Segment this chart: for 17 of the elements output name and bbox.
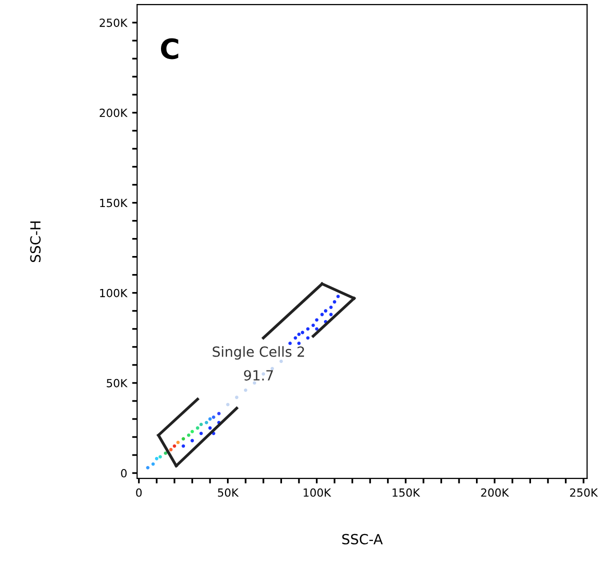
y-tick-label: 250K xyxy=(100,18,128,27)
annotation: Single Cells 2 xyxy=(212,346,304,360)
y-tick-label: 150K xyxy=(100,198,128,208)
x-tick-label: 200K xyxy=(481,488,510,497)
y-tick-label: 50K xyxy=(106,378,128,388)
x-tick-label: 50K xyxy=(218,488,239,497)
y-axis-title: SSC-H xyxy=(30,221,41,262)
y-tick-label: 0 xyxy=(121,469,127,478)
x-tick-label: 150K xyxy=(392,488,420,497)
x-axis-title: SSC-A xyxy=(342,534,383,544)
annotation: 91.7 xyxy=(244,370,273,381)
x-tick-label: 100K xyxy=(304,488,332,497)
y-tick-label: 200K xyxy=(100,108,128,118)
y-tick-label: 100K xyxy=(100,288,128,298)
x-tick-label: 0 xyxy=(136,488,142,497)
annotation: C xyxy=(160,38,178,60)
x-tick-label: 250K xyxy=(570,488,598,497)
